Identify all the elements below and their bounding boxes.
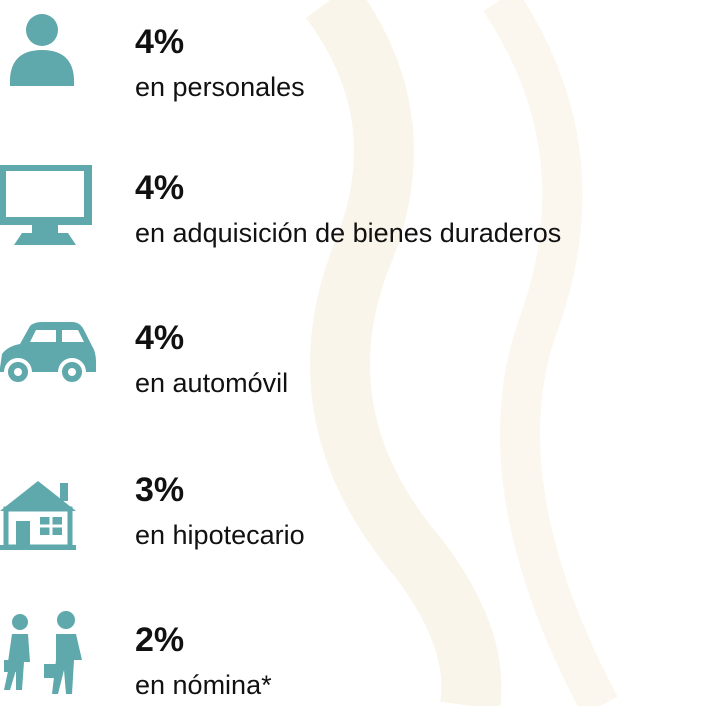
percentage: 2% — [135, 621, 185, 659]
percentage: 4% — [135, 319, 185, 357]
category-label: en adquisición de bienes duraderos — [135, 218, 562, 248]
monitor-icon — [0, 165, 92, 245]
workers-icon — [4, 611, 82, 694]
category-label: en automóvil — [135, 368, 289, 398]
percentage: 4% — [135, 169, 185, 207]
percentage: 3% — [135, 471, 185, 509]
house-icon — [0, 481, 76, 550]
category-label: en hipotecario — [135, 520, 305, 550]
category-label: en nómina* — [135, 670, 272, 700]
category-label: en personales — [135, 72, 305, 102]
percentage: 4% — [135, 23, 185, 61]
person-icon — [9, 14, 75, 86]
car-icon — [0, 322, 96, 386]
